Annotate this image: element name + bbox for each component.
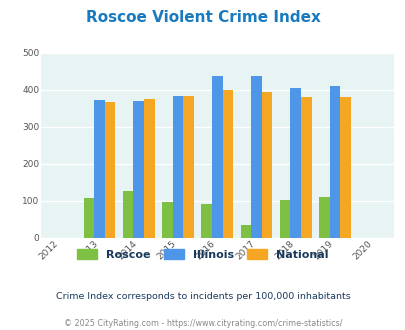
- Bar: [211, 76, 222, 238]
- Text: Crime Index corresponds to incidents per 100,000 inhabitants: Crime Index corresponds to incidents per…: [55, 292, 350, 301]
- Text: © 2025 CityRating.com - https://www.cityrating.com/crime-statistics/: © 2025 CityRating.com - https://www.city…: [64, 319, 341, 328]
- Bar: [240, 225, 251, 238]
- Bar: [104, 102, 115, 238]
- Bar: [172, 96, 183, 238]
- Bar: [162, 202, 172, 238]
- Bar: [201, 204, 211, 238]
- Bar: [183, 96, 193, 238]
- Bar: [318, 197, 329, 238]
- Bar: [123, 191, 133, 238]
- Bar: [222, 90, 232, 238]
- Bar: [251, 76, 261, 238]
- Text: Roscoe Violent Crime Index: Roscoe Violent Crime Index: [85, 10, 320, 25]
- Bar: [329, 86, 339, 238]
- Bar: [290, 87, 300, 238]
- Bar: [133, 101, 144, 238]
- Legend: Roscoe, Illinois, National: Roscoe, Illinois, National: [77, 249, 328, 260]
- Bar: [144, 99, 154, 238]
- Bar: [300, 97, 311, 238]
- Bar: [261, 92, 272, 238]
- Bar: [279, 200, 290, 238]
- Bar: [94, 100, 104, 238]
- Bar: [339, 97, 350, 238]
- Bar: [83, 198, 94, 238]
